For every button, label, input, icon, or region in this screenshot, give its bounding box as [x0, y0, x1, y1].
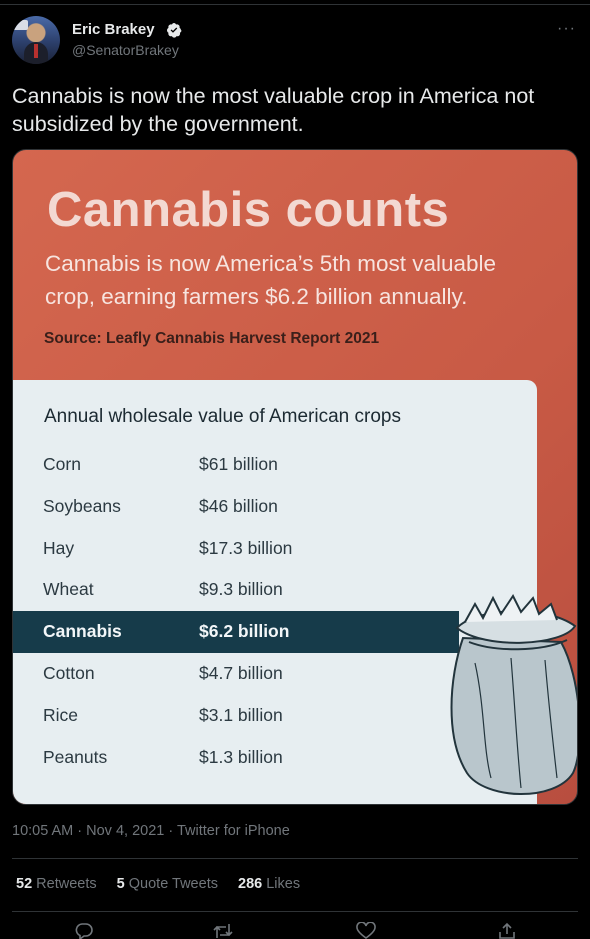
crop-value: $6.2 billion: [199, 621, 290, 642]
money-sack-illustration: [450, 594, 577, 795]
crop-value: $61 billion: [199, 454, 278, 474]
crop-table: Corn $61 billion Soybeans $46 billion Ha…: [13, 444, 577, 779]
quote-tweets-label: Quote Tweets: [128, 876, 218, 892]
retweets-count: 52: [16, 876, 33, 892]
table-row-highlighted: Cannabis $6.2 billion: [13, 611, 459, 653]
crop-name: Wheat: [43, 579, 94, 600]
retweets-stat[interactable]: 52 Retweets: [16, 876, 97, 892]
table-row: Rice $3.1 billion: [13, 695, 577, 737]
share-icon[interactable]: [497, 922, 517, 939]
top-divider: [0, 4, 590, 5]
tweet-stats: 52 Retweets 5 Quote Tweets 286 Likes: [16, 876, 316, 892]
likes-count: 286: [238, 876, 263, 892]
crop-value: $46 billion: [199, 495, 278, 516]
media-subtitle-line2: crop, earning farmers $6.2 billion annua…: [45, 284, 468, 309]
table-row: Wheat $9.3 billion: [13, 569, 577, 611]
crop-value: $4.7 billion: [199, 662, 283, 683]
crop-value: $9.3 billion: [199, 579, 283, 600]
tweet-media-image[interactable]: Cannabis counts Cannabis is now America’…: [12, 149, 578, 805]
crop-name: Soybeans: [43, 495, 121, 516]
table-row: Hay $17.3 billion: [13, 528, 577, 570]
table-row: Cotton $4.7 billion: [13, 653, 577, 695]
tweet-actions: [0, 922, 590, 939]
crop-value: $3.1 billion: [199, 704, 283, 725]
media-title: Cannabis counts: [47, 183, 450, 237]
media-source: Source: Leafly Cannabis Harvest Report 2…: [44, 330, 380, 347]
author-name[interactable]: Eric Brakey: [72, 21, 155, 38]
quote-tweets-count: 5: [116, 876, 125, 892]
crop-table-title: Annual wholesale value of American crops: [44, 406, 401, 427]
likes-label: Likes: [266, 876, 301, 892]
crop-name: Rice: [43, 704, 79, 725]
avatar[interactable]: [12, 16, 60, 64]
crop-name: Peanuts: [43, 746, 108, 767]
author-handle[interactable]: @SenatorBrakey: [72, 42, 179, 58]
divider: [12, 858, 578, 859]
quote-tweets-stat[interactable]: 5 Quote Tweets: [117, 876, 218, 892]
tweet-timestamp[interactable]: 10:05 AM · Nov 4, 2021 · Twitter for iPh…: [12, 823, 290, 839]
table-row: Soybeans $46 billion: [13, 486, 577, 528]
more-icon[interactable]: ···: [557, 20, 576, 37]
tweet-header: Eric Brakey @SenatorBrakey ···: [12, 16, 578, 68]
media-subtitle-line1: Cannabis is now America’s 5th most valua…: [45, 251, 497, 276]
crop-name: Corn: [43, 454, 81, 474]
table-row: Corn $61 billion: [13, 444, 577, 486]
like-icon[interactable]: [356, 922, 376, 939]
table-row: Peanuts $1.3 billion: [13, 737, 577, 779]
divider: [12, 911, 578, 912]
tweet-text: Cannabis is now the most valuable crop i…: [12, 84, 535, 136]
retweet-icon[interactable]: [213, 922, 233, 939]
crop-table-card: Annual wholesale value of American crops…: [13, 380, 537, 804]
media-subtitle: Cannabis is now America’s 5th most valua…: [45, 247, 577, 313]
crop-name: Hay: [43, 537, 75, 558]
crop-name: Cotton: [43, 662, 95, 683]
likes-stat[interactable]: 286 Likes: [238, 876, 300, 892]
crop-name: Cannabis: [43, 621, 122, 642]
verified-icon: [167, 23, 182, 38]
crop-value: $17.3 billion: [199, 537, 293, 558]
reply-icon[interactable]: [74, 922, 94, 939]
retweets-label: Retweets: [36, 876, 97, 892]
crop-value: $1.3 billion: [199, 746, 283, 767]
